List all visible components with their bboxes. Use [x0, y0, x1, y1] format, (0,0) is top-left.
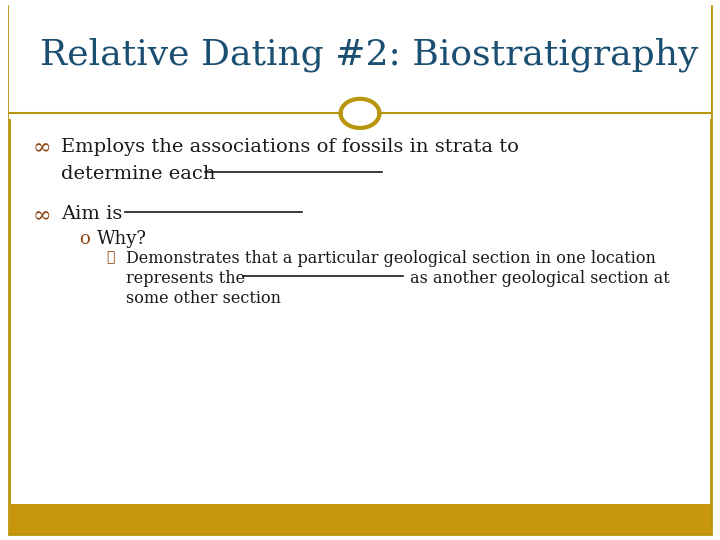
- FancyBboxPatch shape: [9, 6, 711, 534]
- Text: ∅: ∅: [107, 250, 115, 264]
- Text: Relative Dating #2: Biostratigraphy: Relative Dating #2: Biostratigraphy: [40, 38, 698, 72]
- Text: o: o: [79, 230, 90, 247]
- Text: Demonstrates that a particular geological section in one location: Demonstrates that a particular geologica…: [126, 250, 656, 267]
- Text: represents the: represents the: [126, 270, 251, 287]
- Text: Aim is: Aim is: [61, 205, 129, 223]
- Text: Employs the associations of fossils in strata to: Employs the associations of fossils in s…: [61, 138, 519, 156]
- Text: Why?: Why?: [97, 230, 147, 247]
- Text: ∞: ∞: [32, 205, 51, 227]
- Circle shape: [343, 100, 377, 126]
- Bar: [9, 5, 711, 119]
- Text: ∞: ∞: [32, 138, 51, 160]
- Text: determine each: determine each: [61, 165, 222, 183]
- Text: as another geological section at: as another geological section at: [405, 270, 670, 287]
- Text: some other section: some other section: [126, 290, 281, 307]
- Bar: [9, 504, 711, 534]
